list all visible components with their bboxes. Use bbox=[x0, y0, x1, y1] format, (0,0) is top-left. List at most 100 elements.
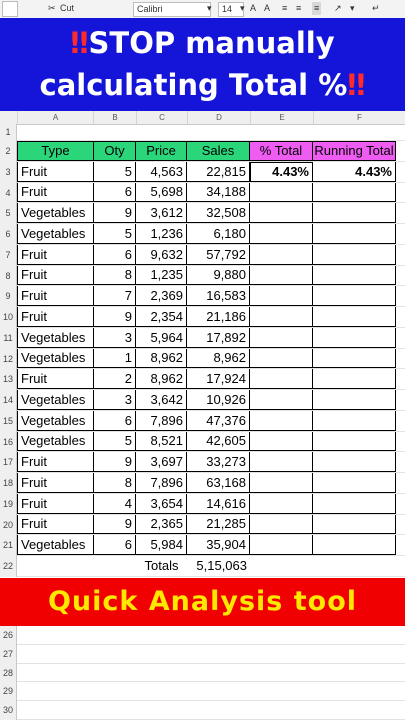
cell-type[interactable]: Fruit bbox=[17, 514, 94, 535]
cell-type[interactable]: Fruit bbox=[17, 493, 94, 514]
row-number[interactable]: 12 bbox=[0, 348, 17, 370]
cell-sales[interactable]: 16,583 bbox=[187, 286, 250, 306]
cell-pct-total[interactable] bbox=[250, 473, 313, 493]
cell-sales[interactable]: 35,904 bbox=[187, 535, 250, 555]
cell-price[interactable]: 8,962 bbox=[136, 348, 187, 369]
chevron-down-icon[interactable]: ▾ bbox=[350, 3, 355, 13]
cell-sales[interactable]: 33,273 bbox=[187, 452, 250, 472]
cell-type[interactable]: Fruit bbox=[17, 473, 94, 493]
cell-price[interactable]: 7,896 bbox=[136, 410, 187, 431]
cell-type[interactable]: Fruit bbox=[17, 307, 94, 327]
cell-running-total[interactable] bbox=[313, 473, 396, 493]
scissors-icon[interactable]: ✂ bbox=[48, 3, 56, 13]
cell-running-total[interactable] bbox=[313, 410, 396, 431]
row-number[interactable]: 1 bbox=[0, 124, 17, 141]
cell-price[interactable]: 3,612 bbox=[136, 203, 187, 223]
cell-price[interactable]: 5,698 bbox=[136, 182, 187, 203]
totals-label[interactable]: Totals bbox=[144, 558, 179, 574]
cell-sales[interactable]: 32,508 bbox=[187, 203, 250, 223]
chevron-down-icon[interactable]: ▾ bbox=[240, 3, 245, 13]
cell-price[interactable]: 9,632 bbox=[136, 244, 187, 265]
cell-sales[interactable]: 21,186 bbox=[187, 307, 250, 327]
cell-qty[interactable]: 5 bbox=[94, 161, 136, 182]
row-number[interactable]: 11 bbox=[0, 327, 17, 349]
cell-price[interactable]: 8,962 bbox=[136, 369, 187, 389]
chevron-down-icon[interactable]: ▾ bbox=[207, 3, 212, 13]
cell-qty[interactable]: 2 bbox=[94, 369, 136, 389]
row-number[interactable]: 14 bbox=[0, 390, 17, 411]
row-number[interactable]: 17 bbox=[0, 452, 17, 473]
cell-pct-total[interactable] bbox=[250, 307, 313, 327]
cell-sales[interactable]: 6,180 bbox=[187, 224, 250, 244]
cell-type[interactable]: Vegetables bbox=[17, 203, 94, 223]
cell-pct-total[interactable] bbox=[250, 224, 313, 244]
cell-qty[interactable]: 5 bbox=[94, 224, 136, 244]
wrap-text-icon[interactable]: ↵ bbox=[372, 3, 380, 13]
cell-pct-total[interactable]: 4.43% bbox=[250, 161, 313, 182]
cell-qty[interactable]: 6 bbox=[94, 410, 136, 431]
cell-running-total[interactable] bbox=[313, 514, 396, 535]
cell-running-total[interactable] bbox=[313, 327, 396, 348]
cell-price[interactable]: 3,642 bbox=[136, 390, 187, 410]
cell-sales[interactable]: 17,924 bbox=[187, 369, 250, 389]
cell-price[interactable]: 1,236 bbox=[136, 224, 187, 244]
cell-type[interactable]: Vegetables bbox=[17, 327, 94, 348]
cell-price[interactable]: 7,896 bbox=[136, 473, 187, 493]
row-number[interactable]: 4 bbox=[0, 182, 17, 204]
cell-pct-total[interactable] bbox=[250, 348, 313, 369]
row-number[interactable]: 2 bbox=[0, 141, 17, 162]
row-number[interactable]: 8 bbox=[0, 265, 17, 287]
orientation-icon[interactable]: ↗ bbox=[334, 3, 342, 13]
row-number[interactable]: 15 bbox=[0, 410, 17, 432]
cell-running-total[interactable] bbox=[313, 452, 396, 472]
cell-pct-total[interactable] bbox=[250, 410, 313, 431]
header-sales[interactable]: Sales bbox=[187, 141, 250, 161]
cell-running-total[interactable] bbox=[313, 224, 396, 244]
cell-qty[interactable]: 8 bbox=[94, 265, 136, 286]
cell-qty[interactable]: 3 bbox=[94, 327, 136, 348]
align-bottom-icon[interactable]: ≡ bbox=[312, 2, 322, 15]
cell-running-total[interactable] bbox=[313, 535, 396, 555]
cell-running-total[interactable] bbox=[313, 348, 396, 369]
cell-pct-total[interactable] bbox=[250, 327, 313, 348]
cell-qty[interactable]: 9 bbox=[94, 514, 136, 535]
cell-pct-total[interactable] bbox=[250, 452, 313, 472]
cell-pct-total[interactable] bbox=[250, 203, 313, 223]
increase-font-icon[interactable]: A bbox=[250, 3, 257, 13]
cell-pct-total[interactable] bbox=[250, 493, 313, 514]
column-header-e[interactable]: E bbox=[251, 111, 314, 124]
cell-running-total[interactable] bbox=[313, 493, 396, 514]
cell-pct-total[interactable] bbox=[250, 244, 313, 265]
row-number[interactable]: 20 bbox=[0, 514, 17, 536]
cell-sales[interactable]: 42,605 bbox=[187, 431, 250, 452]
header-pct-total[interactable]: % Total bbox=[250, 141, 313, 161]
cell-running-total[interactable] bbox=[313, 431, 396, 452]
row-number[interactable]: 18 bbox=[0, 473, 17, 494]
cell-sales[interactable]: 22,815 bbox=[187, 161, 250, 182]
cell-qty[interactable]: 8 bbox=[94, 473, 136, 493]
column-header-c[interactable]: C bbox=[137, 111, 188, 124]
cell-type[interactable]: Vegetables bbox=[17, 390, 94, 410]
cell-running-total[interactable]: 4.43% bbox=[313, 161, 396, 182]
row-number[interactable]: 9 bbox=[0, 286, 17, 307]
cell-qty[interactable]: 5 bbox=[94, 431, 136, 452]
cell-type[interactable]: Vegetables bbox=[17, 348, 94, 369]
cell-sales[interactable]: 63,168 bbox=[187, 473, 250, 493]
cell-type[interactable]: Fruit bbox=[17, 244, 94, 265]
cell-price[interactable]: 2,369 bbox=[136, 286, 187, 306]
font-size-select[interactable]: 14 bbox=[218, 2, 244, 17]
cell-type[interactable]: Vegetables bbox=[17, 535, 94, 555]
row-number[interactable]: 13 bbox=[0, 369, 17, 390]
cell-pct-total[interactable] bbox=[250, 286, 313, 306]
cell-running-total[interactable] bbox=[313, 265, 396, 286]
cell-type[interactable]: Fruit bbox=[17, 452, 94, 472]
cell-pct-total[interactable] bbox=[250, 535, 313, 555]
cell-price[interactable]: 3,697 bbox=[136, 452, 187, 472]
cell-type[interactable]: Vegetables bbox=[17, 410, 94, 431]
column-header-a[interactable]: A bbox=[18, 111, 94, 124]
row-number[interactable]: 3 bbox=[0, 161, 17, 183]
row-number[interactable]: 7 bbox=[0, 244, 17, 266]
row-number[interactable]: 6 bbox=[0, 224, 17, 245]
cell-pct-total[interactable] bbox=[250, 431, 313, 452]
row-number[interactable]: 30 bbox=[0, 701, 17, 720]
